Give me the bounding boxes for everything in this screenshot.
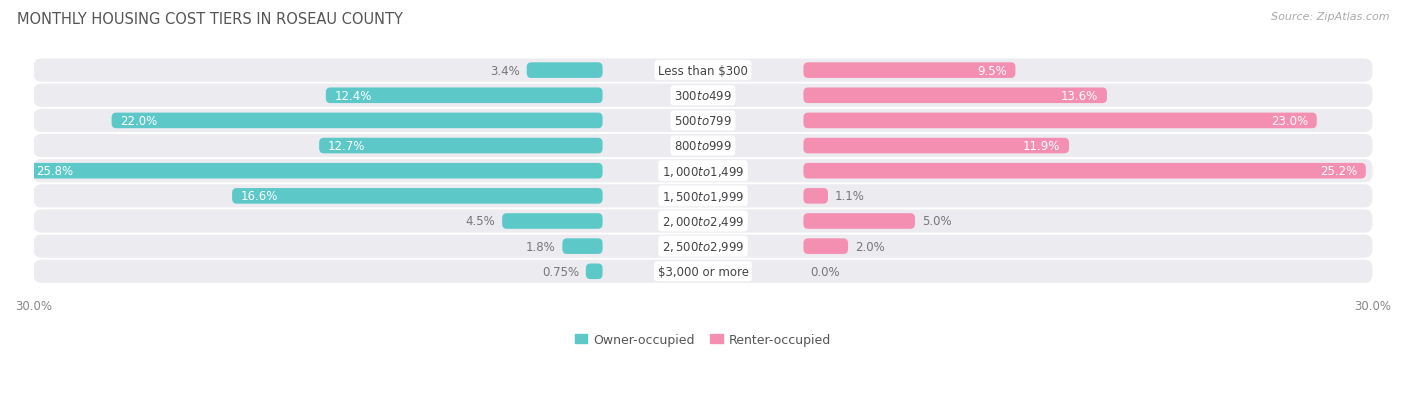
Text: 16.6%: 16.6%	[240, 190, 278, 203]
Text: $800 to $999: $800 to $999	[673, 140, 733, 153]
FancyBboxPatch shape	[562, 239, 603, 254]
Text: $1,500 to $1,999: $1,500 to $1,999	[662, 190, 744, 203]
FancyBboxPatch shape	[527, 63, 603, 79]
Text: $300 to $499: $300 to $499	[673, 90, 733, 102]
FancyBboxPatch shape	[34, 260, 1372, 283]
FancyBboxPatch shape	[803, 239, 848, 254]
FancyBboxPatch shape	[586, 264, 603, 280]
Text: 1.8%: 1.8%	[526, 240, 555, 253]
FancyBboxPatch shape	[803, 113, 1316, 129]
Text: 5.0%: 5.0%	[922, 215, 952, 228]
Text: $500 to $799: $500 to $799	[673, 115, 733, 128]
Text: $3,000 or more: $3,000 or more	[658, 265, 748, 278]
Text: MONTHLY HOUSING COST TIERS IN ROSEAU COUNTY: MONTHLY HOUSING COST TIERS IN ROSEAU COU…	[17, 12, 402, 27]
FancyBboxPatch shape	[803, 189, 828, 204]
Text: 25.8%: 25.8%	[35, 165, 73, 178]
Text: 22.0%: 22.0%	[121, 115, 157, 128]
Text: 4.5%: 4.5%	[465, 215, 495, 228]
Text: $1,000 to $1,499: $1,000 to $1,499	[662, 164, 744, 178]
FancyBboxPatch shape	[111, 113, 603, 129]
FancyBboxPatch shape	[232, 189, 603, 204]
Text: 0.75%: 0.75%	[543, 265, 579, 278]
FancyBboxPatch shape	[27, 164, 603, 179]
Text: Source: ZipAtlas.com: Source: ZipAtlas.com	[1271, 12, 1389, 22]
Text: Less than $300: Less than $300	[658, 64, 748, 77]
FancyBboxPatch shape	[803, 88, 1107, 104]
FancyBboxPatch shape	[34, 135, 1372, 158]
FancyBboxPatch shape	[803, 164, 1365, 179]
Text: 13.6%: 13.6%	[1060, 90, 1098, 102]
Text: 11.9%: 11.9%	[1022, 140, 1060, 153]
Text: 25.2%: 25.2%	[1320, 165, 1357, 178]
FancyBboxPatch shape	[34, 185, 1372, 208]
Text: 0.0%: 0.0%	[810, 265, 839, 278]
FancyBboxPatch shape	[502, 214, 603, 229]
FancyBboxPatch shape	[319, 138, 603, 154]
Text: 12.4%: 12.4%	[335, 90, 373, 102]
Text: $2,500 to $2,999: $2,500 to $2,999	[662, 240, 744, 254]
FancyBboxPatch shape	[34, 59, 1372, 83]
Text: 12.7%: 12.7%	[328, 140, 366, 153]
FancyBboxPatch shape	[803, 214, 915, 229]
Legend: Owner-occupied, Renter-occupied: Owner-occupied, Renter-occupied	[569, 328, 837, 351]
FancyBboxPatch shape	[326, 88, 603, 104]
FancyBboxPatch shape	[803, 138, 1069, 154]
FancyBboxPatch shape	[34, 109, 1372, 133]
Text: 9.5%: 9.5%	[977, 64, 1007, 77]
Text: 23.0%: 23.0%	[1271, 115, 1308, 128]
FancyBboxPatch shape	[34, 210, 1372, 233]
FancyBboxPatch shape	[34, 235, 1372, 258]
FancyBboxPatch shape	[34, 85, 1372, 107]
Text: 1.1%: 1.1%	[835, 190, 865, 203]
FancyBboxPatch shape	[803, 63, 1015, 79]
Text: $2,000 to $2,499: $2,000 to $2,499	[662, 214, 744, 228]
FancyBboxPatch shape	[34, 160, 1372, 183]
Text: 2.0%: 2.0%	[855, 240, 884, 253]
Text: 3.4%: 3.4%	[491, 64, 520, 77]
